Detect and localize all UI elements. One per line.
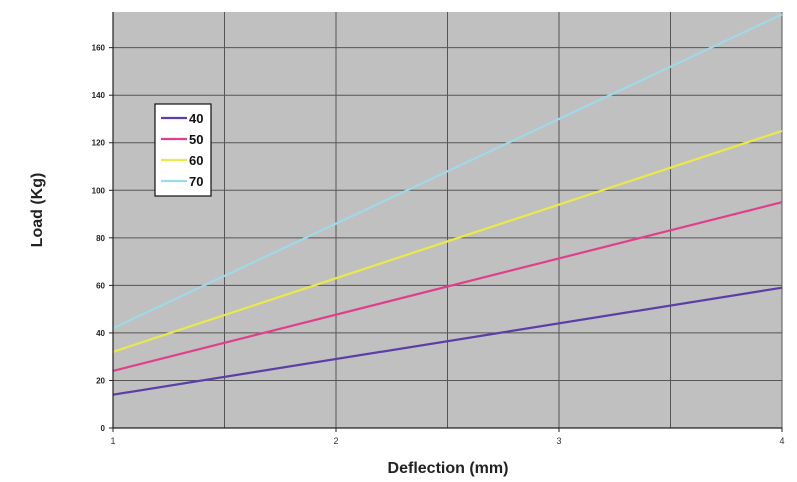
tick-labels: 0 20 40 60 80 100 120 140 160 1 2 3 4 (92, 44, 785, 446)
y-tick-label: 140 (92, 91, 106, 100)
x-tick-label: 1 (110, 436, 115, 446)
x-tick-label: 4 (779, 436, 784, 446)
legend-label-40: 40 (189, 111, 203, 126)
y-tick-label: 0 (101, 424, 106, 433)
gridlines (113, 12, 783, 429)
legend-label-60: 60 (189, 153, 203, 168)
y-axis-label: Load (Kg) (29, 173, 46, 248)
legend-label-70: 70 (189, 174, 203, 189)
y-tick-label: 100 (92, 186, 106, 195)
y-tick-label: 20 (96, 376, 105, 385)
series-layer (112, 13, 783, 396)
series-line-40 (112, 286, 783, 396)
legend-label-50: 50 (189, 132, 203, 147)
y-tick-label: 40 (96, 329, 105, 338)
series-line-60 (112, 129, 783, 353)
axes (112, 12, 782, 429)
y-tick-label: 160 (92, 44, 106, 53)
x-tick-label: 3 (556, 436, 561, 446)
y-tick-label: 120 (92, 139, 106, 148)
x-tick-label: 2 (333, 436, 338, 446)
y-tick-label: 60 (96, 281, 105, 290)
y-tick-label: 80 (96, 234, 105, 243)
series-line-70 (112, 13, 783, 330)
legend: 40 50 60 70 (154, 103, 212, 197)
series-line-50 (112, 201, 783, 372)
x-axis-label: Deflection (mm) (388, 460, 509, 477)
